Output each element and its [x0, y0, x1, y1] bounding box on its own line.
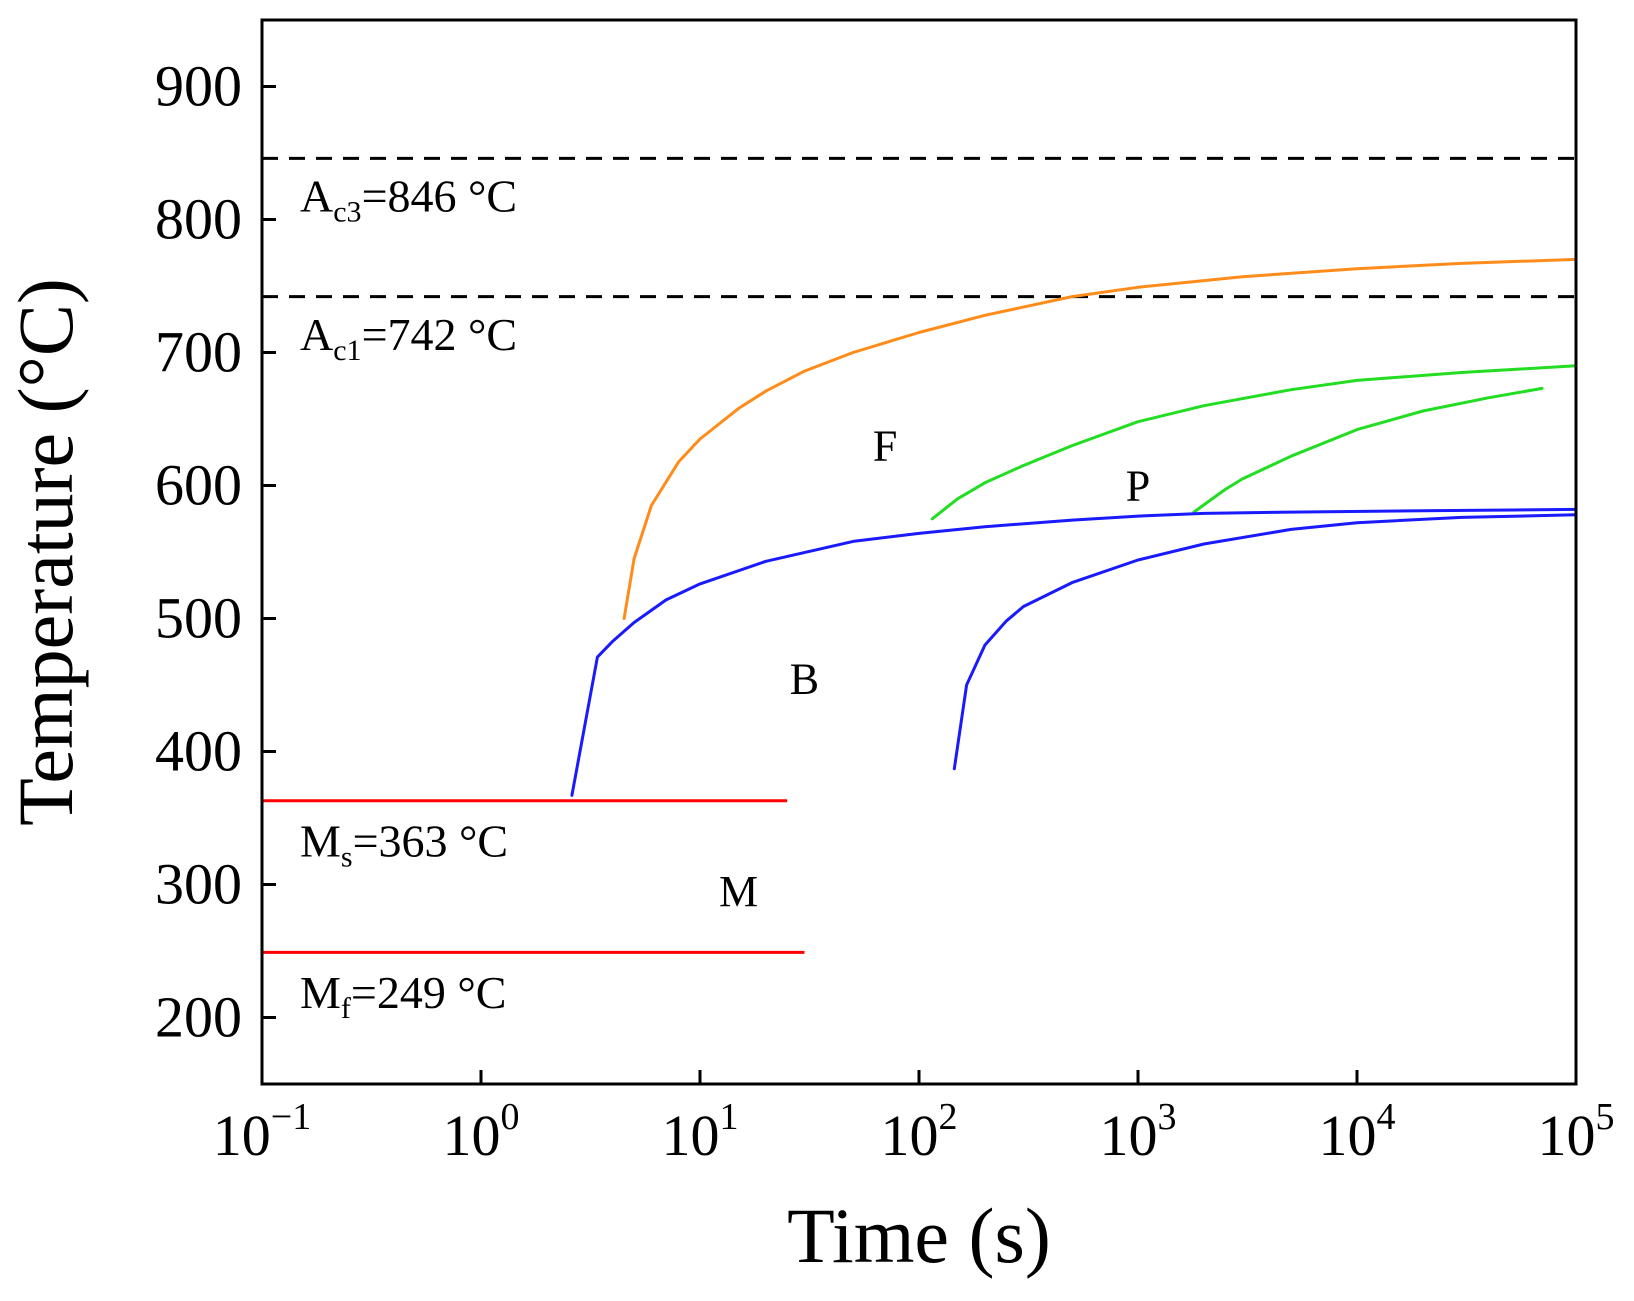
region-label-p: P: [1126, 462, 1150, 511]
bainite-start-curve: [570, 507, 1578, 797]
reference-lines: [262, 156, 1576, 954]
x-tick-label: 10−1: [213, 1096, 311, 1168]
bainite-finish-curve: [952, 513, 1578, 771]
x-tick-label: 103: [1100, 1096, 1177, 1168]
region-label-b: B: [790, 654, 819, 703]
y-tick-label: 900: [155, 54, 242, 119]
y-tick-label: 700: [155, 320, 242, 385]
x-axis-title: Time (s): [787, 1192, 1051, 1279]
y-tick-label: 500: [155, 586, 242, 651]
ms-line-label: Ms=363 °C: [300, 816, 508, 874]
axis-ticks: 200 300 400 500 600 700 800 900 10−1 100 101 102 103…: [155, 54, 1615, 1169]
region-label-m: M: [719, 867, 758, 916]
x-tick-label: 105: [1538, 1096, 1615, 1168]
y-tick-label: 200: [155, 985, 242, 1050]
y-tick-label: 800: [155, 187, 242, 252]
mf-line-label: Mf=249 °C: [300, 967, 506, 1025]
x-tick-label: 100: [443, 1096, 520, 1168]
y-tick-label: 400: [155, 719, 242, 784]
y-axis-title: Temperature (°C): [2, 278, 89, 826]
x-tick-label: 101: [662, 1096, 739, 1168]
pearlite-finish-curve: [1192, 386, 1544, 514]
annotations: Ac3=846 °C Ac1=742 °C Ms=363 °C Mf=249 °C F P…: [300, 171, 1150, 1026]
pearlite-start-curve: [930, 364, 1578, 521]
y-tick-label: 600: [155, 453, 242, 518]
x-tick-label: 102: [881, 1096, 958, 1168]
y-tick-label: 300: [155, 852, 242, 917]
ac1-line-label: Ac1=742 °C: [300, 309, 517, 367]
series-lines: [570, 257, 1578, 797]
ferrite-start-curve: [622, 257, 1578, 620]
x-tick-label: 104: [1319, 1096, 1396, 1168]
region-label-f: F: [873, 422, 897, 471]
ac3-line-label: Ac3=846 °C: [300, 171, 517, 229]
